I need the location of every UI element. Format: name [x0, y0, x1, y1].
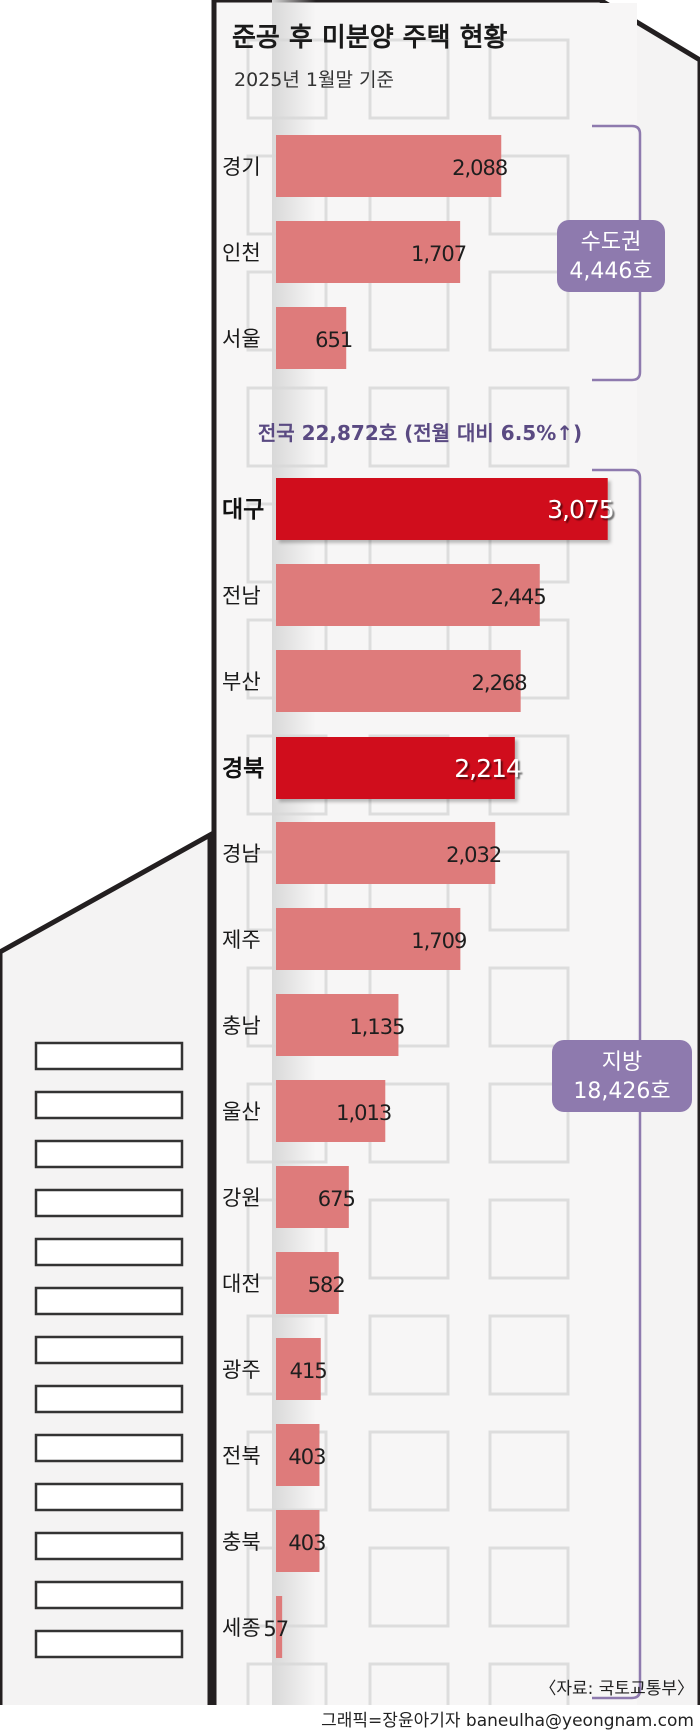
- regional-group-pill: [552, 1040, 692, 1112]
- value-label: 582: [308, 1273, 345, 1297]
- national-total-annotation: 전국 22,872호 (전월 대비 6.5%↑): [258, 421, 582, 445]
- left-building-window: [34, 1335, 184, 1365]
- tower-window: [488, 1314, 570, 1396]
- left-building-window: [34, 1629, 184, 1659]
- graphic-credit: 그래픽=장윤아기자 baneulha@yeongnam.com: [321, 1711, 694, 1731]
- tower-window: [488, 850, 570, 932]
- tower-window: [368, 1314, 450, 1396]
- metro-group-total: 4,446호: [569, 259, 652, 284]
- category-label: 대구: [222, 497, 264, 523]
- chart-subtitle: 2025년 1월말 기준: [234, 69, 394, 91]
- category-label: 광주: [222, 1358, 261, 1382]
- bar-경남: [276, 822, 496, 884]
- value-label: 1,707: [411, 242, 466, 266]
- source-note: 〈자료: 국토교통부〉: [539, 1679, 694, 1699]
- category-label: 대전: [222, 1272, 261, 1296]
- tower-window: [488, 386, 570, 468]
- left-building-window: [34, 1482, 184, 1512]
- tower-window: [488, 1546, 570, 1628]
- category-label: 울산: [222, 1100, 261, 1124]
- bar-대전: [276, 1252, 339, 1314]
- tower-window: [368, 1430, 450, 1512]
- value-label: 2,032: [446, 843, 501, 867]
- tower-window: [488, 1430, 570, 1512]
- metro-group-label: 수도권: [581, 230, 642, 255]
- regional-group-total: 18,426호: [573, 1079, 670, 1104]
- value-label: 675: [318, 1187, 355, 1211]
- tower-window: [368, 1546, 450, 1628]
- value-label: 415: [290, 1359, 327, 1383]
- category-label: 부산: [222, 670, 261, 694]
- tower-window: [368, 1662, 450, 1733]
- bar-경북: [276, 737, 515, 799]
- value-label: 2,088: [452, 156, 507, 180]
- bar-series: 경기 2,088 인천 1,707 서울 651 대구 3,075 전남 2,445 부산 2,268…: [222, 135, 615, 1658]
- left-building-window: [34, 1580, 184, 1610]
- bar-제주: [276, 908, 461, 970]
- tower-window: [488, 1662, 570, 1733]
- left-building-window: [34, 1041, 184, 1071]
- category-label: 경남: [222, 842, 261, 866]
- value-label: 57: [263, 1617, 288, 1641]
- left-building-window: [34, 1188, 184, 1218]
- category-label: 인천: [222, 241, 261, 265]
- category-label: 충북: [222, 1530, 261, 1554]
- bar-세종: [276, 1596, 283, 1658]
- category-label: 충남: [222, 1014, 261, 1038]
- tower-window: [488, 966, 570, 1048]
- category-label: 세종: [222, 1616, 261, 1640]
- tower-window: [488, 1082, 570, 1164]
- bar-서울: [276, 307, 347, 369]
- value-label: 1,013: [336, 1101, 391, 1125]
- left-building-window: [34, 1139, 184, 1169]
- metro-group-pill: [557, 220, 665, 292]
- tower-window: [488, 1198, 570, 1280]
- bar-강원: [276, 1166, 349, 1228]
- regional-group-label: 지방: [602, 1050, 642, 1075]
- tower-window: [368, 38, 450, 120]
- category-label: 경기: [222, 155, 261, 179]
- category-label: 경북: [222, 756, 264, 782]
- tower-window: [368, 386, 450, 468]
- left-building-window: [34, 1384, 184, 1414]
- value-label: 403: [288, 1445, 325, 1469]
- bar-경기: [276, 135, 502, 197]
- value-label: 2,445: [491, 585, 546, 609]
- bar-충북: [276, 1510, 320, 1572]
- category-label: 강원: [222, 1186, 261, 1210]
- footer-band: [0, 1705, 700, 1733]
- left-building-window: [34, 1090, 184, 1120]
- bar-전북: [276, 1424, 320, 1486]
- left-building-window: [34, 1286, 184, 1316]
- value-label: 3,075: [547, 495, 614, 524]
- category-label: 제주: [222, 928, 261, 952]
- bar-울산: [276, 1080, 386, 1142]
- group-brackets: 수도권 4,446호 지방 18,426호: [552, 124, 692, 1700]
- category-label: 전북: [222, 1444, 261, 1468]
- bar-광주: [276, 1338, 321, 1400]
- tower-window: [488, 38, 570, 120]
- chart-title: 준공 후 미분양 주택 현황: [232, 23, 507, 53]
- bar-대구: [276, 478, 608, 540]
- value-label: 651: [315, 328, 352, 352]
- value-label: 403: [288, 1531, 325, 1555]
- bar-인천: [276, 221, 461, 283]
- category-label: 서울: [222, 327, 261, 351]
- tower-window: [368, 1198, 450, 1280]
- category-label: 전남: [222, 584, 261, 608]
- left-building-window: [34, 1237, 184, 1267]
- bar-전남: [276, 564, 540, 626]
- value-label: 1,709: [411, 929, 466, 953]
- value-label: 2,214: [454, 754, 521, 783]
- bar-부산: [276, 650, 521, 712]
- left-building-window: [34, 1531, 184, 1561]
- tower-window: [488, 270, 570, 352]
- left-building-window: [34, 1433, 184, 1463]
- value-label: 2,268: [472, 671, 527, 695]
- left-building-windows: [34, 1041, 184, 1659]
- value-label: 1,135: [349, 1015, 404, 1039]
- bar-충남: [276, 994, 399, 1056]
